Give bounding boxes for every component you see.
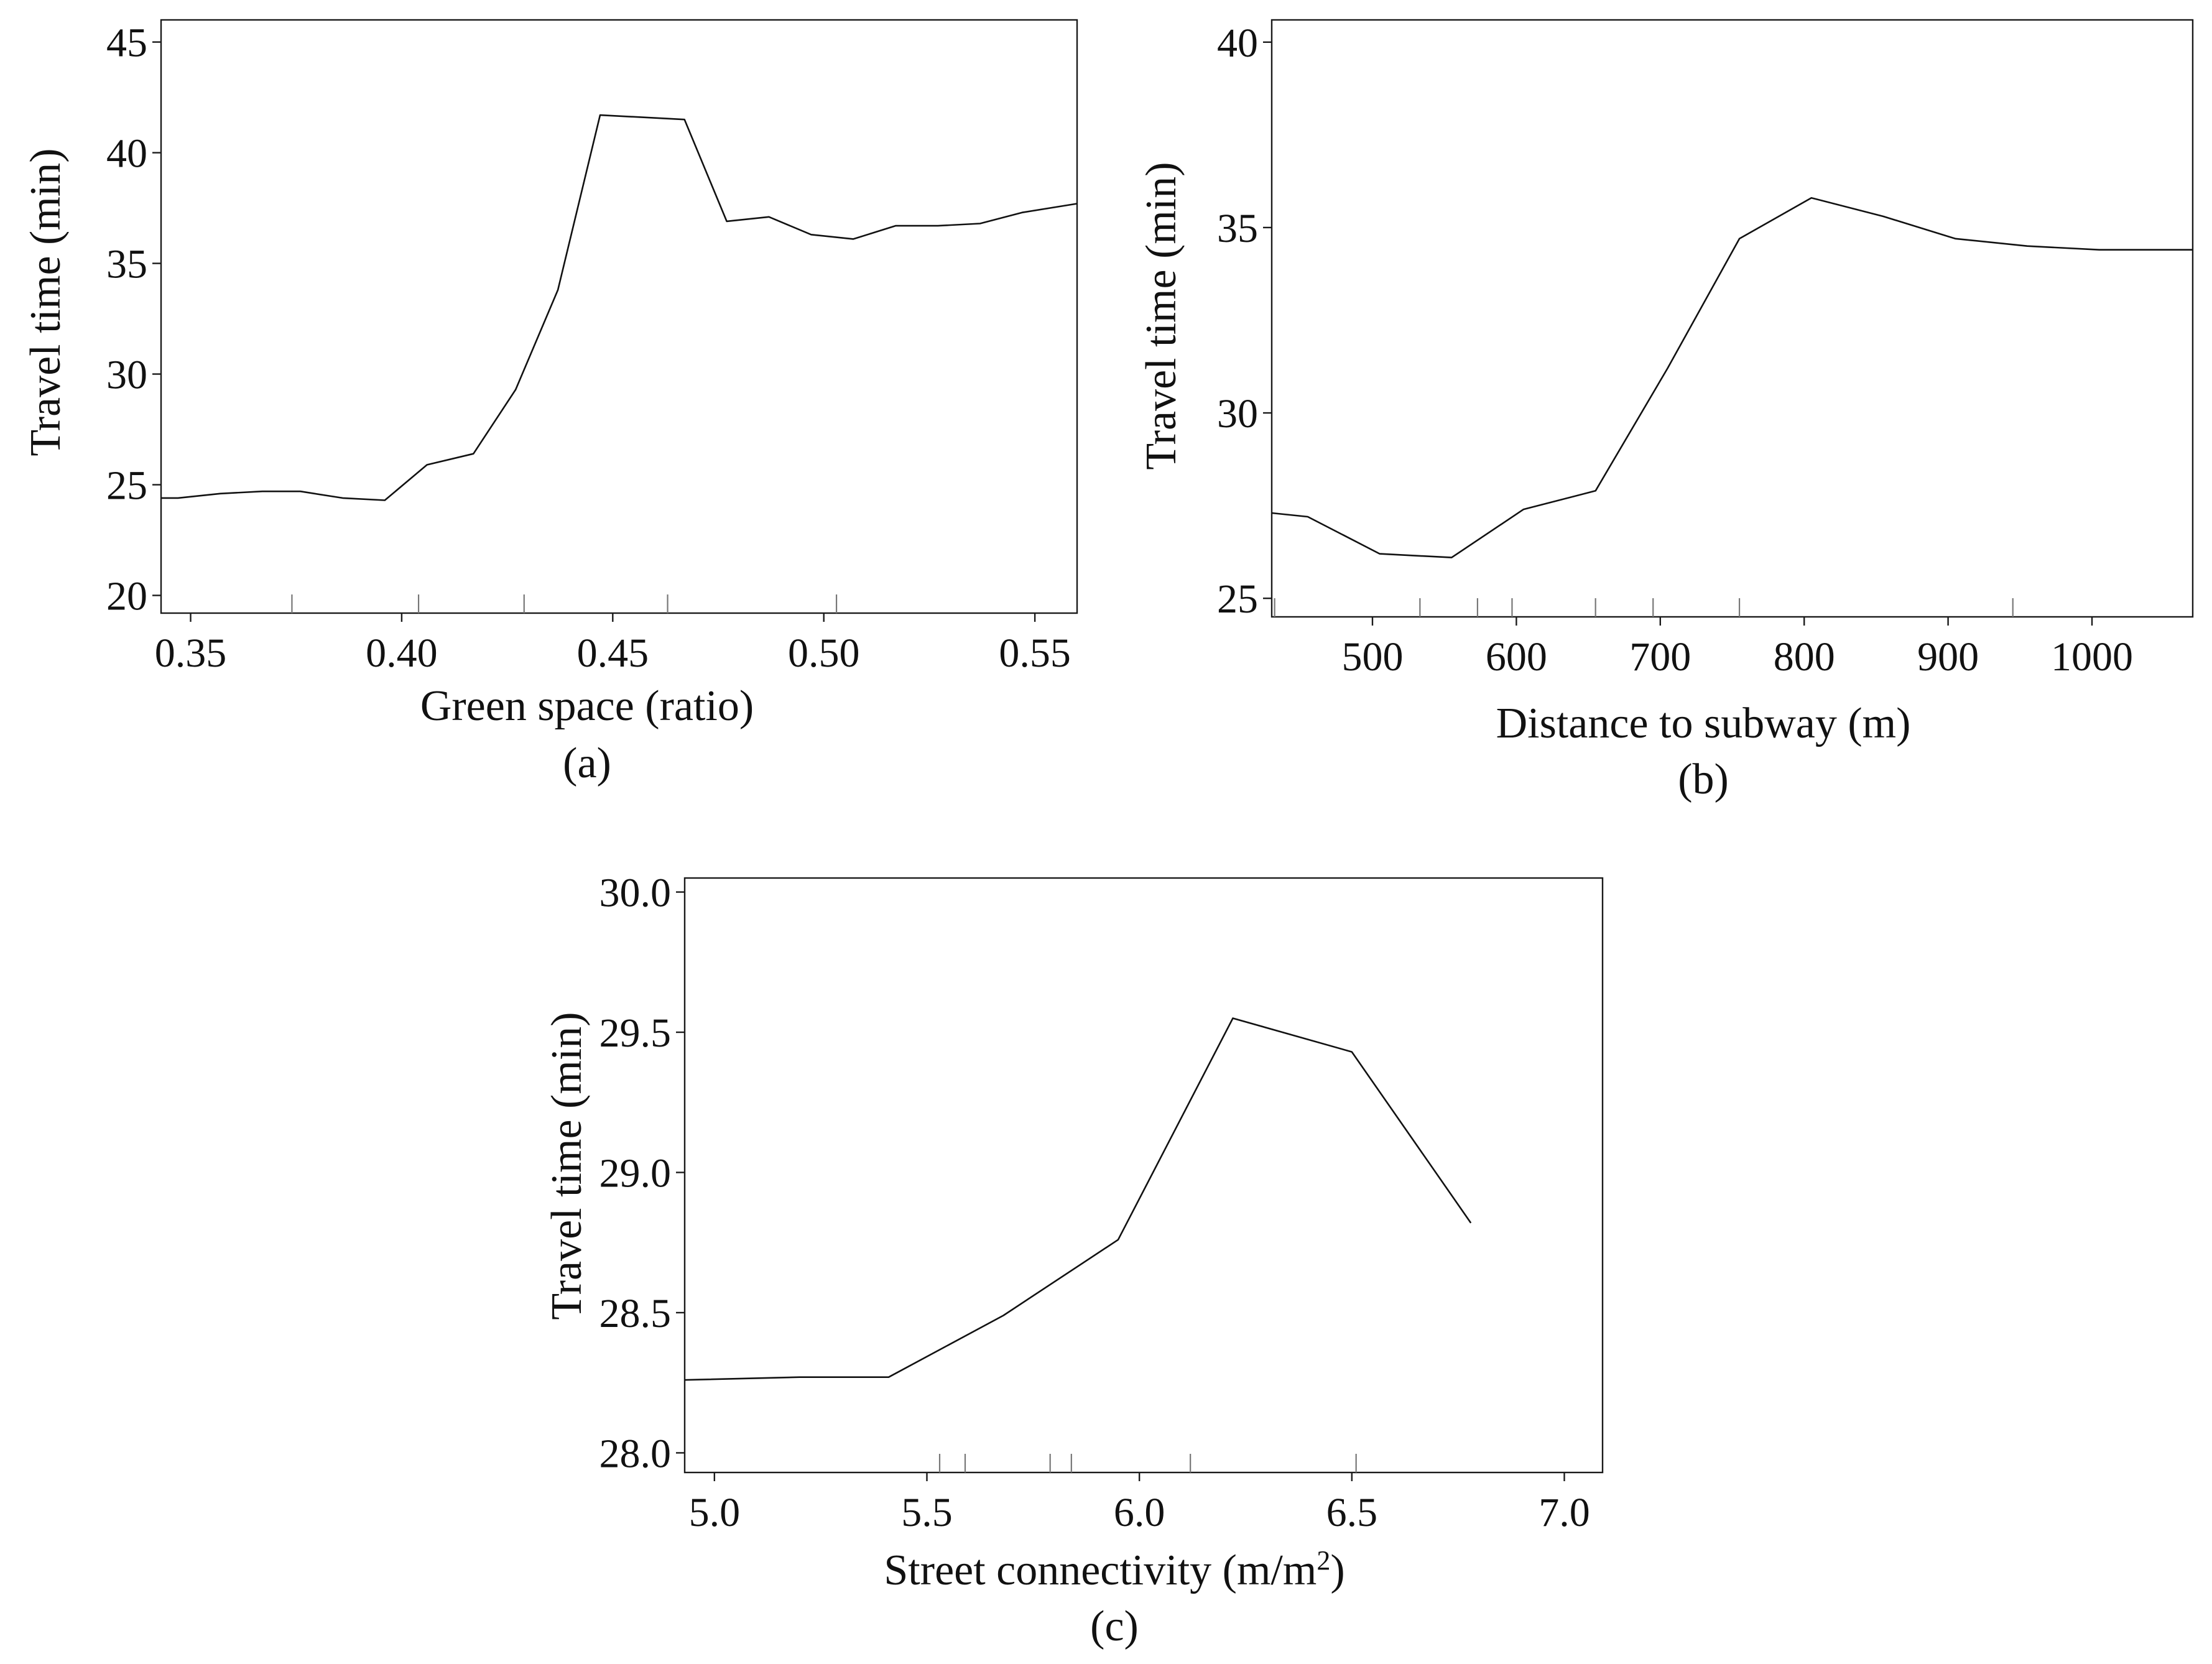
panel-c: 28.0 28.5 29.0 29.5 30.0 5.0 5.5 6.0 6.5 7.0 Str… bbox=[543, 871, 1604, 1650]
y-tick-label-a: 30 bbox=[106, 353, 147, 398]
y-tick-label-b: 25 bbox=[1217, 576, 1258, 622]
x-tick-label-c: 7.0 bbox=[1539, 1490, 1590, 1535]
panel-label-a: (a) bbox=[563, 739, 611, 787]
plot-area-b bbox=[1270, 19, 2194, 618]
y-tick-label-c: 28.5 bbox=[599, 1291, 672, 1336]
y-tick-label-a: 40 bbox=[106, 131, 147, 177]
series-line-a bbox=[161, 114, 1078, 501]
x-tick-label-c: 6.0 bbox=[1114, 1490, 1165, 1535]
panel-b: 25 30 35 40 500 600 700 800 900 1000 Distance to… bbox=[1137, 19, 2194, 803]
panel-label-c: (c) bbox=[1090, 1602, 1139, 1650]
plot-area-c bbox=[683, 877, 1604, 1474]
x-axis-label-b: Distance to subway (m) bbox=[1496, 700, 1911, 747]
x-tick-label-a: 0.55 bbox=[999, 631, 1071, 676]
y-tick-label-a: 20 bbox=[106, 574, 147, 619]
plot-area-a bbox=[160, 19, 1078, 614]
x-tick-label-a: 0.40 bbox=[366, 631, 438, 676]
y-ticks-a: 20 25 30 35 40 45 bbox=[106, 21, 161, 619]
x-tick-label-b: 800 bbox=[1774, 634, 1835, 680]
y-ticks-c: 28.0 28.5 29.0 29.5 30.0 bbox=[599, 871, 685, 1476]
y-axis-label-a: Travel time (min) bbox=[22, 148, 70, 456]
x-tick-label-b: 900 bbox=[1917, 634, 1979, 680]
y-tick-label-c: 29.0 bbox=[599, 1150, 672, 1196]
y-tick-label-c: 30.0 bbox=[599, 871, 672, 916]
rug-marks-b bbox=[1274, 598, 2014, 617]
y-tick-label-a: 25 bbox=[106, 463, 147, 509]
panel-label-b: (b) bbox=[1678, 756, 1729, 803]
y-tick-label-c: 28.0 bbox=[599, 1431, 672, 1476]
y-tick-label-b: 30 bbox=[1217, 391, 1258, 437]
y-axis-label-b: Travel time (min) bbox=[1137, 162, 1185, 469]
x-tick-label-c: 5.5 bbox=[901, 1490, 953, 1535]
y-tick-label-a: 45 bbox=[106, 21, 147, 66]
y-tick-label-c: 29.5 bbox=[599, 1010, 672, 1056]
series-line-b bbox=[1271, 196, 2193, 558]
y-tick-label-b: 40 bbox=[1217, 21, 1258, 66]
x-axis-label-a: Green space (ratio) bbox=[420, 682, 754, 730]
rug-marks-c bbox=[938, 1454, 1357, 1472]
y-tick-label-b: 35 bbox=[1217, 206, 1258, 251]
x-tick-label-b: 1000 bbox=[2051, 634, 2133, 680]
x-axis-label-c: Street connectivity (m/m2) bbox=[884, 1545, 1344, 1595]
panel-a: 20 25 30 35 40 45 0.35 0.40 0.45 0.50 0.55 Green … bbox=[22, 19, 1078, 787]
x-tick-label-b: 600 bbox=[1486, 634, 1547, 680]
rug-marks-a bbox=[291, 594, 838, 613]
x-tick-label-a: 0.35 bbox=[155, 631, 227, 676]
y-ticks-b: 25 30 35 40 bbox=[1217, 21, 1272, 622]
x-ticks-c: 5.0 5.5 6.0 6.5 7.0 bbox=[689, 1472, 1590, 1535]
x-ticks-b: 500 600 700 800 900 1000 bbox=[1341, 617, 2133, 680]
x-tick-label-c: 6.5 bbox=[1326, 1490, 1378, 1535]
x-tick-label-c: 5.0 bbox=[689, 1490, 741, 1535]
x-tick-label-a: 0.45 bbox=[577, 631, 649, 676]
series-line-c bbox=[684, 1017, 1472, 1381]
x-tick-label-b: 500 bbox=[1341, 634, 1403, 680]
x-ticks-a: 0.35 0.40 0.45 0.50 0.55 bbox=[155, 613, 1071, 676]
y-axis-label-c: Travel time (min) bbox=[543, 1012, 591, 1320]
x-tick-label-b: 700 bbox=[1629, 634, 1691, 680]
x-tick-label-a: 0.50 bbox=[788, 631, 860, 676]
y-tick-label-a: 35 bbox=[106, 242, 147, 287]
